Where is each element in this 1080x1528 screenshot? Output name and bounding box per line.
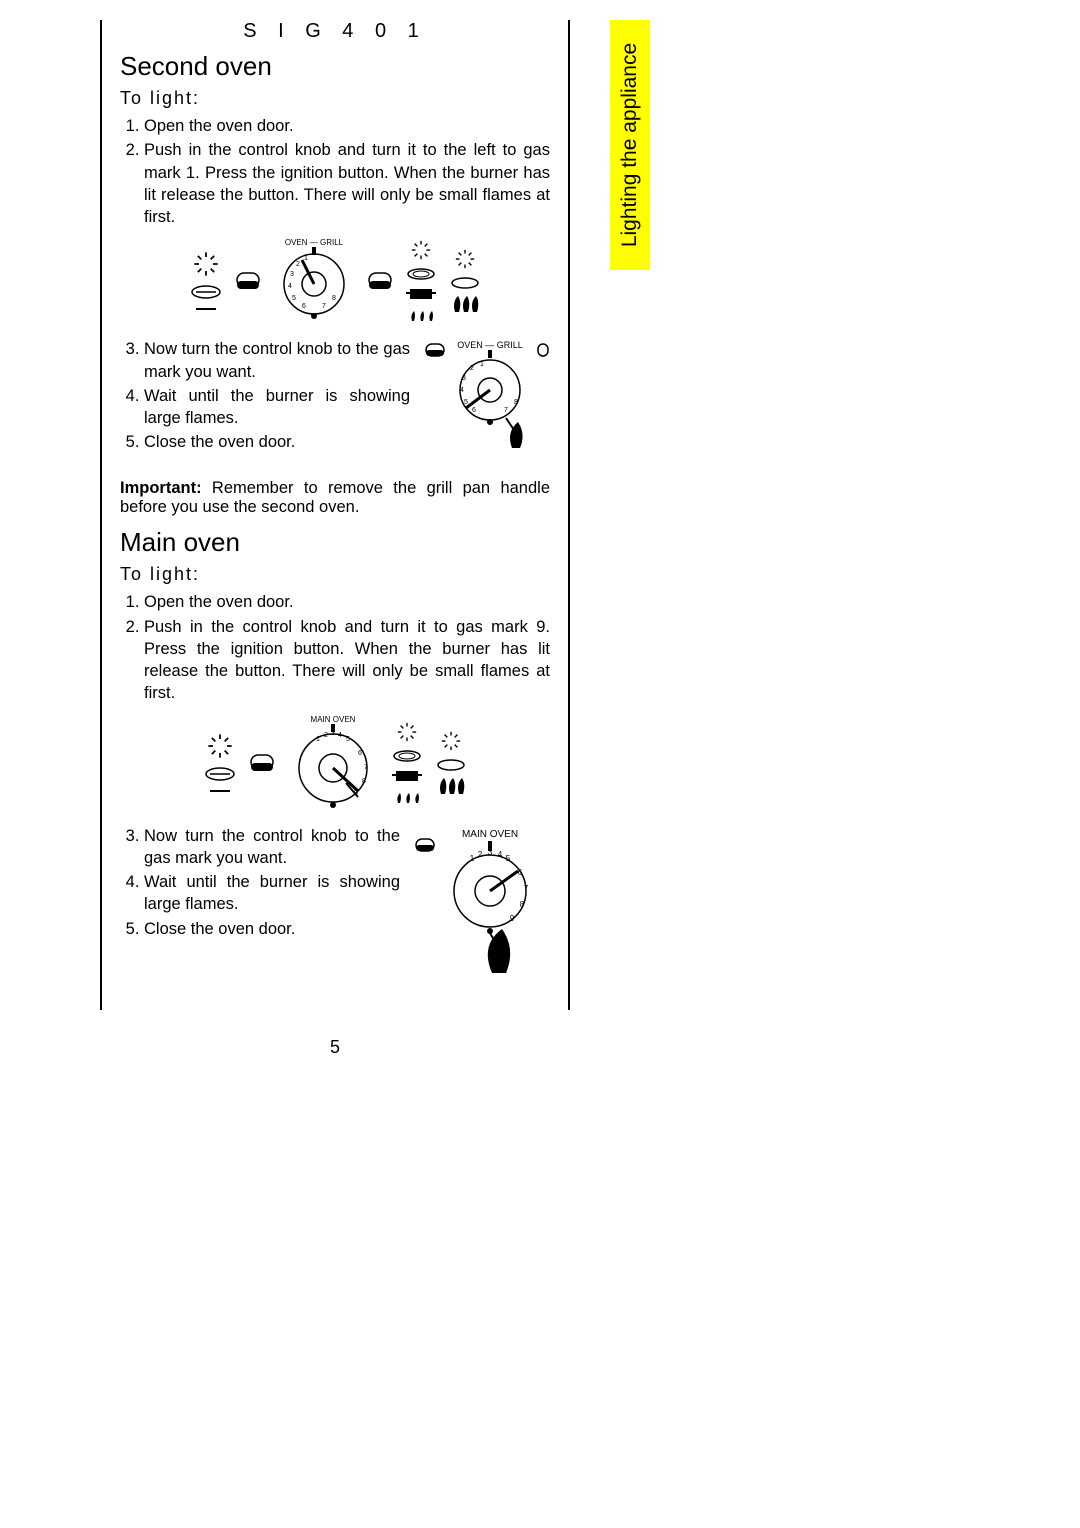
spark-icon (206, 732, 234, 760)
small-flames-icon (406, 309, 436, 323)
small-flames-icon (392, 791, 422, 805)
svg-text:1: 1 (470, 854, 475, 863)
svg-text:4: 4 (338, 732, 342, 739)
second-oven-panel-figure: OVEN — GRILL 12 34 56 78 (120, 236, 550, 326)
svg-text:3: 3 (331, 730, 335, 737)
ignition-button-icon (368, 272, 392, 290)
main-oven-steps-b: Now turn the control knob to the gas mar… (120, 825, 400, 942)
large-flames-icon (450, 296, 480, 314)
svg-text:1: 1 (316, 736, 320, 743)
spark-icon (440, 730, 462, 752)
svg-text:6: 6 (302, 303, 306, 310)
dash-icon (196, 306, 216, 312)
list-item: Wait until the burner is showing large f… (144, 385, 410, 430)
main-oven-title: Main oven (120, 527, 550, 558)
page: Lighting the appliance S I G 4 0 1 Secon… (0, 0, 1080, 1528)
svg-text:4: 4 (498, 850, 503, 859)
spark-icon (192, 250, 220, 278)
list-item: Close the oven door. (144, 431, 410, 453)
svg-text:2: 2 (478, 850, 483, 859)
main-oven-knob-large-flame-icon: MAIN OVEN 123 45 67 89 (410, 825, 550, 975)
spark-icon (454, 248, 476, 270)
svg-text:6: 6 (518, 868, 523, 877)
svg-text:6: 6 (358, 750, 362, 757)
spark-icon (410, 239, 432, 261)
list-item: Open the oven door. (144, 115, 550, 137)
important-label: Important: (120, 479, 202, 497)
svg-text:9: 9 (510, 914, 515, 923)
spark-icon (396, 721, 418, 743)
model-header: S I G 4 0 1 (120, 20, 550, 43)
list-item: Now turn the control knob to the gas mar… (144, 338, 410, 383)
hob-ring-icon (436, 758, 466, 772)
second-oven-important: Important: Remember to remove the grill … (120, 479, 550, 517)
svg-text:OVEN — GRILL: OVEN — GRILL (285, 238, 344, 247)
hob-ring-icon (392, 749, 422, 763)
svg-text:5: 5 (464, 399, 468, 406)
list-item: Open the oven door. (144, 591, 550, 613)
main-oven-steps-a: Open the oven door. Push in the control … (120, 591, 550, 704)
svg-text:7: 7 (364, 764, 368, 771)
second-oven-steps-a: Open the oven door. Push in the control … (120, 115, 550, 228)
svg-text:7: 7 (524, 884, 529, 893)
main-oven-knob-icon: MAIN OVEN 123 45 67 89 (288, 713, 378, 813)
list-item: Push in the control knob and turn it to … (144, 139, 550, 228)
svg-text:7: 7 (322, 303, 326, 310)
svg-text:OVEN — GRILL: OVEN — GRILL (457, 340, 523, 350)
svg-text:4: 4 (288, 283, 292, 290)
pot-icon (406, 287, 436, 303)
svg-text:4: 4 (460, 387, 464, 394)
svg-text:2: 2 (470, 365, 474, 372)
main-oven-panel-figure: MAIN OVEN 123 45 67 89 (120, 713, 550, 813)
hob-ring-icon (406, 267, 436, 281)
ignition-button-icon (236, 272, 260, 290)
large-flames-icon (436, 778, 466, 796)
svg-text:5: 5 (346, 736, 350, 743)
page-content: S I G 4 0 1 Second oven To light: Open t… (100, 20, 570, 1010)
slot-icon (190, 284, 222, 300)
oven-grill-knob-large-flame-icon: OVEN — GRILL 12 34 56 78 (420, 338, 550, 458)
svg-text:7: 7 (504, 407, 508, 414)
ignition-button-icon (250, 754, 274, 772)
svg-text:6: 6 (472, 407, 476, 414)
svg-text:5: 5 (292, 295, 296, 302)
svg-text:8: 8 (332, 295, 336, 302)
hob-ring-icon (450, 276, 480, 290)
second-oven-to-light: To light: (120, 88, 550, 109)
svg-text:8: 8 (514, 399, 518, 406)
svg-text:8: 8 (362, 778, 366, 785)
section-tab-label: Lighting the appliance (618, 43, 642, 247)
page-number: 5 (102, 1037, 568, 1058)
second-oven-title: Second oven (120, 51, 550, 82)
list-item: Now turn the control knob to the gas mar… (144, 825, 400, 870)
second-oven-steps-b: Now turn the control knob to the gas mar… (120, 338, 410, 455)
main-oven-to-light: To light: (120, 564, 550, 585)
svg-text:MAIN OVEN: MAIN OVEN (311, 715, 356, 724)
slot-icon (204, 766, 236, 782)
section-tab: Lighting the appliance (610, 20, 650, 270)
list-item: Wait until the burner is showing large f… (144, 871, 400, 916)
pot-icon (392, 769, 422, 785)
svg-text:3: 3 (290, 271, 294, 278)
dash-icon (210, 788, 230, 794)
svg-text:3: 3 (488, 848, 493, 857)
svg-text:3: 3 (462, 375, 466, 382)
list-item: Push in the control knob and turn it to … (144, 616, 550, 705)
oven-grill-knob-icon: OVEN — GRILL 12 34 56 78 (274, 236, 354, 326)
list-item: Close the oven door. (144, 918, 400, 940)
svg-text:1: 1 (304, 255, 308, 262)
svg-text:2: 2 (324, 732, 328, 739)
svg-text:MAIN OVEN: MAIN OVEN (462, 829, 518, 840)
svg-text:1: 1 (480, 361, 484, 368)
svg-text:2: 2 (296, 261, 300, 268)
svg-text:5: 5 (506, 854, 511, 863)
svg-text:8: 8 (520, 900, 525, 909)
